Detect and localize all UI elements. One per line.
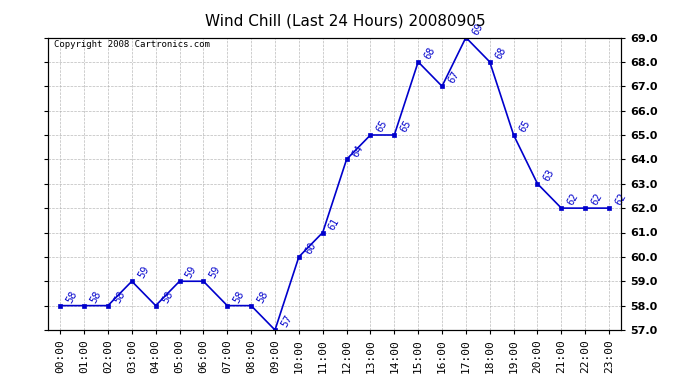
- Text: 58: 58: [160, 289, 175, 305]
- Text: 65: 65: [375, 118, 389, 134]
- Text: 65: 65: [398, 118, 413, 134]
- Text: 65: 65: [518, 118, 533, 134]
- Text: 60: 60: [303, 240, 318, 256]
- Text: 62: 62: [566, 192, 580, 207]
- Text: 58: 58: [255, 289, 270, 305]
- Text: 58: 58: [64, 289, 79, 305]
- Text: Copyright 2008 Cartronics.com: Copyright 2008 Cartronics.com: [54, 40, 210, 50]
- Text: 59: 59: [208, 265, 222, 280]
- Text: 58: 58: [112, 289, 127, 305]
- Text: 58: 58: [88, 289, 103, 305]
- Text: 67: 67: [446, 70, 461, 86]
- Text: 68: 68: [422, 45, 437, 61]
- Text: 63: 63: [542, 167, 556, 183]
- Text: 64: 64: [351, 143, 366, 159]
- Text: 62: 62: [589, 192, 604, 207]
- Text: 62: 62: [613, 192, 628, 207]
- Text: 69: 69: [470, 21, 485, 37]
- Text: Wind Chill (Last 24 Hours) 20080905: Wind Chill (Last 24 Hours) 20080905: [205, 13, 485, 28]
- Text: 68: 68: [494, 45, 509, 61]
- Text: 58: 58: [231, 289, 246, 305]
- Text: 61: 61: [327, 216, 342, 232]
- Text: 57: 57: [279, 314, 294, 329]
- Text: 59: 59: [184, 265, 199, 280]
- Text: 59: 59: [136, 265, 151, 280]
